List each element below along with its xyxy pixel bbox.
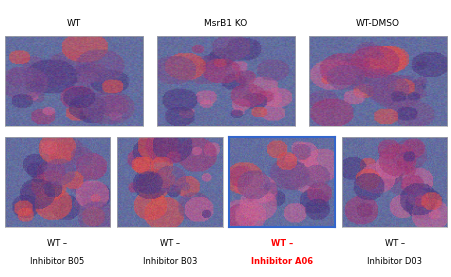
Text: WT –: WT – (47, 240, 67, 248)
Text: WT –: WT – (159, 240, 179, 248)
Text: WT –: WT – (384, 240, 404, 248)
Text: Inhibitor B05: Inhibitor B05 (30, 257, 84, 266)
Text: WT: WT (67, 19, 81, 28)
Text: WT –: WT – (271, 240, 293, 248)
Text: WT-DMSO: WT-DMSO (355, 19, 399, 28)
Text: Inhibitor B03: Inhibitor B03 (142, 257, 197, 266)
Text: MsrB1 KO: MsrB1 KO (204, 19, 247, 28)
Text: Inhibitor D03: Inhibitor D03 (366, 257, 421, 266)
Text: Inhibitor A06: Inhibitor A06 (251, 257, 313, 266)
